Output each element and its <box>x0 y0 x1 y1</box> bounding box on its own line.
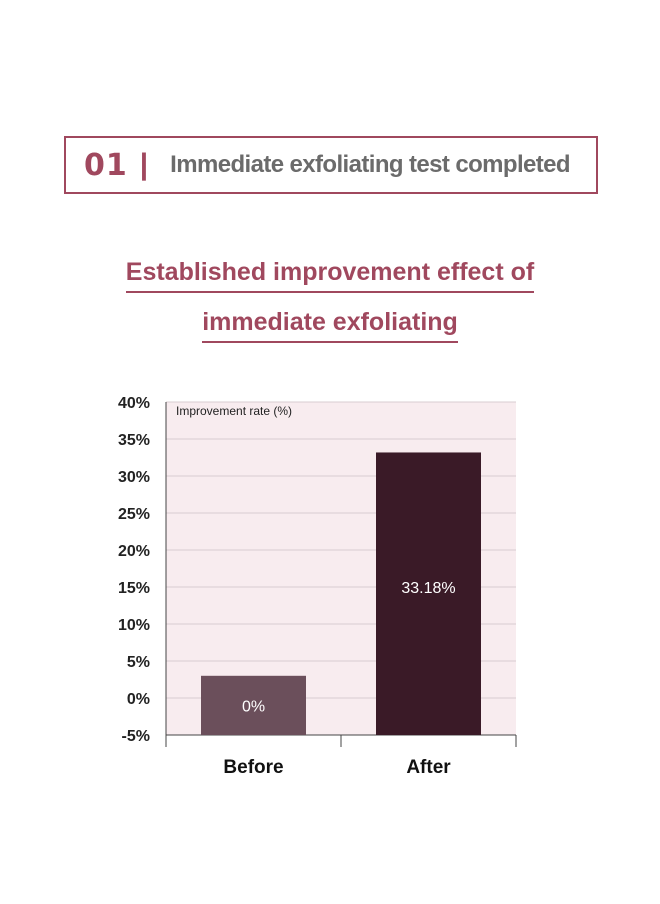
section-separator: | <box>139 148 149 181</box>
heading-line-2-text: immediate exfoliating <box>202 308 458 343</box>
bar-after <box>376 452 481 735</box>
section-title: Immediate exfoliating test completed <box>170 151 570 178</box>
y-tick-label: 25% <box>118 506 150 523</box>
bar-before <box>201 675 306 735</box>
section-number: 01 <box>84 147 128 183</box>
x-tick-label: Before <box>223 757 283 778</box>
y-tick-label: -5% <box>122 728 150 745</box>
y-tick-label: 20% <box>118 543 150 560</box>
y-tick-label: 40% <box>118 395 150 412</box>
x-tick-label: After <box>406 757 451 778</box>
y-tick-label: 30% <box>118 469 150 486</box>
data-label: 0% <box>242 698 265 715</box>
y-tick-label: 35% <box>118 432 150 449</box>
heading-line-1: Established improvement effect of <box>0 258 660 293</box>
y-tick-label: 15% <box>118 580 150 597</box>
y-tick-label: 0% <box>127 691 150 708</box>
bar-chart: 40% 35% 30% 25% 20% 15% 10% 5% 0% -5% Improvement … <box>118 395 517 778</box>
y-axis-label: Improvement rate (%) <box>176 404 292 418</box>
heading-line-1-text: Established improvement effect of <box>125 258 535 293</box>
y-tick-label: 10% <box>118 617 150 634</box>
data-label: 33.18% <box>401 580 455 597</box>
section-banner: 01 | Immediate exfoliating test complete… <box>64 136 598 194</box>
y-tick-label: 5% <box>127 654 150 671</box>
heading-line-2: immediate exfoliating <box>0 308 660 343</box>
